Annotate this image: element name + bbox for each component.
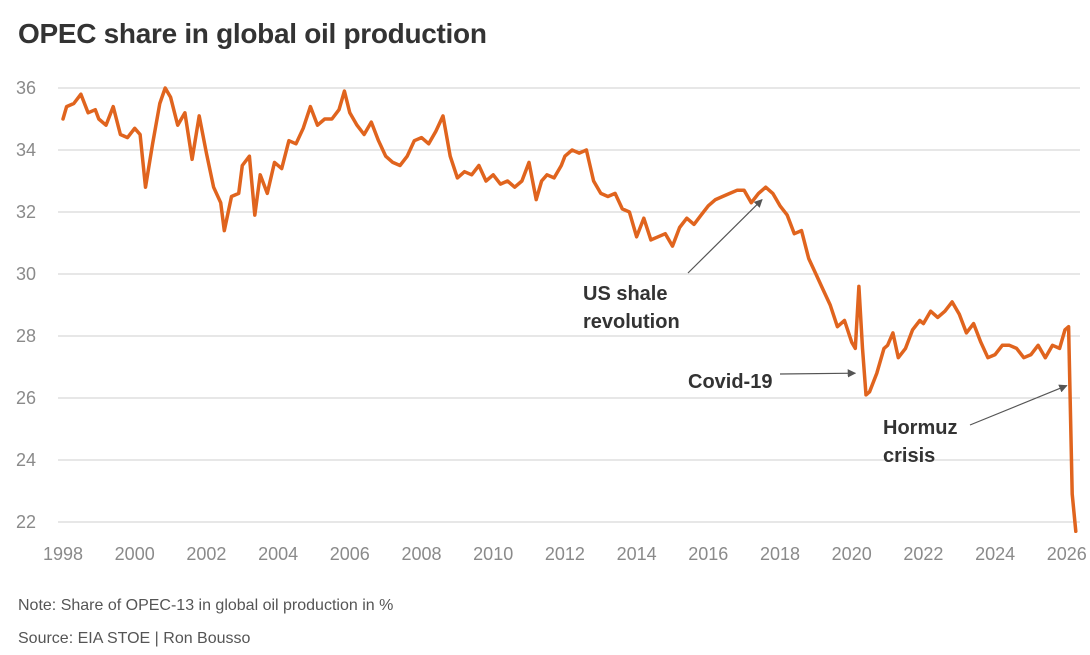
annotation-label: Hormuz — [883, 417, 957, 439]
x-tick-label: 2012 — [545, 544, 585, 564]
x-tick-label: 2008 — [401, 544, 441, 564]
y-axis-ticks: 22 24 26 28 30 32 34 36 — [16, 78, 36, 532]
x-tick-label: 2026 — [1047, 544, 1087, 564]
x-tick-label: 2002 — [186, 544, 226, 564]
annotation-arrow — [969, 384, 1068, 426]
y-tick-label: 26 — [16, 388, 36, 408]
x-tick-label: 2014 — [617, 544, 657, 564]
y-tick-label: 36 — [16, 78, 36, 98]
y-tick-label: 30 — [16, 264, 36, 284]
y-tick-label: 22 — [16, 512, 36, 532]
annotation-label: Covid-19 — [688, 371, 772, 393]
x-tick-label: 2018 — [760, 544, 800, 564]
y-tick-label: 34 — [16, 140, 36, 160]
annotation-arrow — [687, 199, 763, 274]
annotation-label: US shale — [583, 283, 667, 305]
series-line-0 — [61, 86, 1078, 534]
y-tick-label: 24 — [16, 450, 36, 470]
x-tick-label: 2024 — [975, 544, 1015, 564]
x-tick-label: 2010 — [473, 544, 513, 564]
x-tick-label: 2016 — [688, 544, 728, 564]
x-tick-label: 2006 — [330, 544, 370, 564]
annotations-group: US shale revolution Covid-19 Hormuz crisis — [583, 199, 1068, 467]
x-tick-label: 2020 — [832, 544, 872, 564]
y-tick-label: 32 — [16, 202, 36, 222]
x-tick-label: 2004 — [258, 544, 298, 564]
x-tick-label: 2000 — [115, 544, 155, 564]
line-chart: 22 24 26 28 30 32 34 36 1998 2000 2002 2004 2006 200… — [16, 78, 1087, 564]
x-axis-ticks: 1998 2000 2002 2004 2006 2008 2010 2012 2014 2016… — [43, 544, 1087, 564]
x-tick-label: 2022 — [903, 544, 943, 564]
page-title: OPEC share in global oil production — [18, 18, 487, 49]
annotation-arrow — [779, 369, 857, 378]
y-tick-label: 28 — [16, 326, 36, 346]
series-group — [61, 86, 1078, 534]
gridlines — [58, 87, 1080, 523]
annotation-label: crisis — [883, 445, 935, 467]
chart-source: Source: EIA STOE | Ron Bousso — [18, 630, 251, 647]
annotation-label: revolution — [583, 311, 680, 333]
x-tick-label: 1998 — [43, 544, 83, 564]
chart-note: Note: Share of OPEC-13 in global oil pro… — [18, 597, 394, 614]
